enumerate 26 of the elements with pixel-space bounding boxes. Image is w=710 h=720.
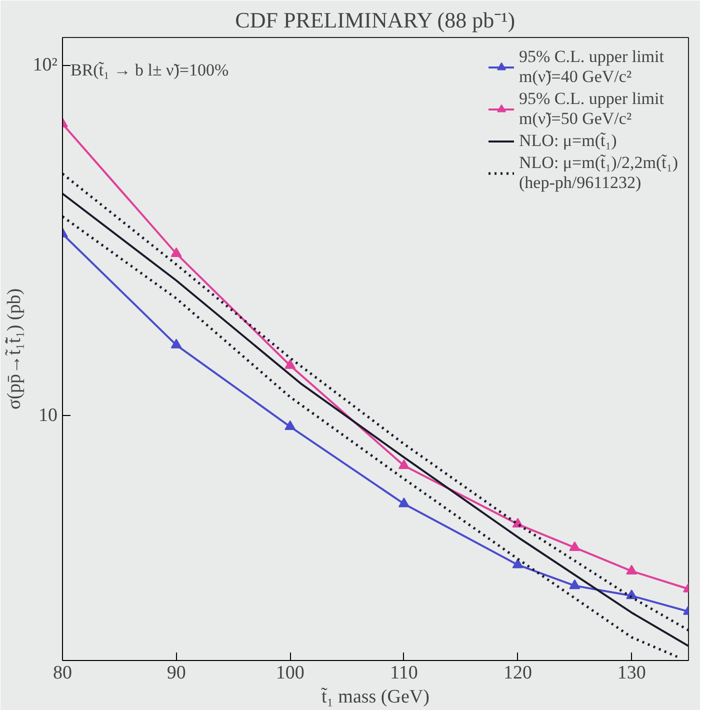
chart-title: CDF PRELIMINARY (88 pb⁻¹) [235,8,516,32]
x-tick-label: 120 [504,662,532,684]
point [398,498,410,508]
point [170,338,182,348]
point [626,564,638,574]
point [569,541,580,551]
legend-label: 95% C.L. upper limit m(ν̃)=40 GeV/c² [519,47,664,87]
annotation: BR(t̃₁ → b l± ν̃)=100% [70,60,229,80]
x-tick-label: 100 [276,662,304,684]
legend-label: 95% C.L. upper limit m(ν̃)=50 GeV/c² [519,89,664,129]
point [284,420,296,430]
x-axis-title: t̃₁ mass (GeV) [321,686,430,708]
y-tick-label: 10² [32,54,58,76]
point [284,359,296,369]
y-tick-label: 10 [38,405,58,426]
legend-label: NLO: μ=m(t̃₁)/2,2m(t̃₁) (hep-ph/9611232) [519,153,678,193]
point [569,579,580,590]
point [170,247,182,257]
x-tick-label: 110 [390,662,418,684]
x-tick-label: 130 [617,662,646,684]
legend-label: NLO: μ=m(t̃₁) [519,131,617,151]
point [512,558,524,568]
point [398,459,410,469]
x-tick-label: 80 [53,662,72,684]
y-axis-title: σ(pp̄→t̃₁t̃̄₁) (pb) [4,288,25,410]
x-tick-label: 90 [166,662,186,684]
